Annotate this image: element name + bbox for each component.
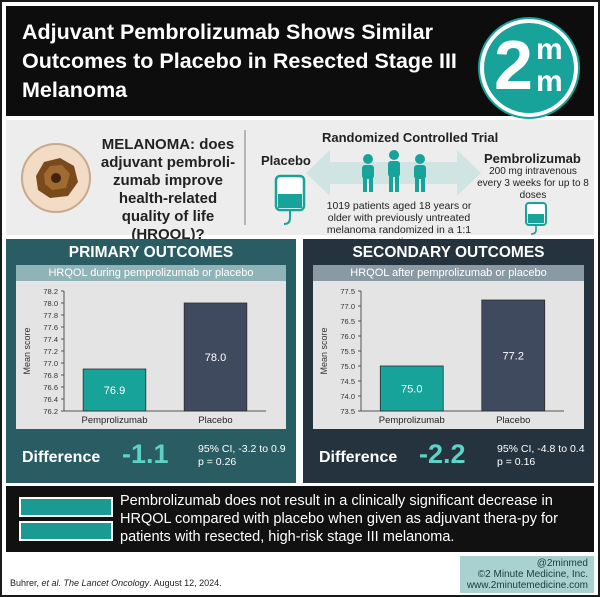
row-divider bbox=[244, 130, 246, 225]
secondary-outcomes-title: SECONDARY OUTCOMES bbox=[352, 244, 545, 261]
trial-title: Randomized Controlled Trial bbox=[322, 130, 499, 145]
question-row: MELANOMA: does adjuvant pembroli-zumab i… bbox=[6, 120, 594, 248]
logo-two: 2 bbox=[494, 26, 533, 104]
footer-url[interactable]: www.2minutemedicine.com bbox=[466, 580, 588, 591]
melanoma-lesion-icon bbox=[21, 143, 91, 213]
secondary-bar bbox=[379, 365, 444, 412]
secondary-ci-range: 95% CI, -4.8 to 0.4 bbox=[497, 443, 585, 455]
primary-difference-row: Difference -1.1 95% CI, -3.2 to 0.9 p = … bbox=[6, 431, 296, 483]
secondary-y-tick-label: 77.0 bbox=[340, 302, 355, 311]
citation-journal: et al. The Lancet Oncology bbox=[41, 578, 150, 588]
secondary-y-tick-label: 73.5 bbox=[340, 407, 355, 416]
secondary-chart-area: 73.5 74.0 74.5 75.0 75.5 76.0 76.5 77.0 77.5 Mean… bbox=[313, 281, 584, 429]
primary-outcomes-panel: PRIMARY OUTCOMES HRQOL during pemprolizu… bbox=[6, 239, 296, 483]
study-question: MELANOMA: does adjuvant pembroli-zumab i… bbox=[98, 136, 238, 244]
secondary-y-axis-label: Mean score bbox=[319, 327, 329, 374]
primary-y-tick-label: 77.2 bbox=[43, 347, 58, 356]
pembrolizumab-dosing: 200 mg intravenous every 3 weeks for up … bbox=[477, 166, 589, 201]
secondary-y-tick-label: 74.0 bbox=[340, 392, 355, 401]
primary-outcomes-title: PRIMARY OUTCOMES bbox=[68, 244, 234, 261]
iv-bag-icon bbox=[274, 174, 306, 225]
primary-y-tick-label: 76.2 bbox=[43, 407, 58, 416]
primary-bar bbox=[82, 368, 147, 412]
secondary-bar-value-label: 75.0 bbox=[401, 384, 422, 396]
secondary-y-tick-label: 77.5 bbox=[340, 287, 355, 296]
primary-y-tick-label: 78.0 bbox=[43, 299, 58, 308]
primary-chart-area: 76.2 76.4 76.6 76.8 77.0 77.2 77.4 77.6 77.8 78.0… bbox=[16, 281, 286, 429]
summary-bars-icon bbox=[19, 497, 113, 541]
conclusion-text: Pembrolizumab does not result in a clini… bbox=[120, 493, 558, 545]
conclusion-band: Pembrolizumab does not result in a clini… bbox=[6, 486, 594, 552]
primary-difference-label: Difference bbox=[22, 449, 101, 466]
secondary-category-label: Pemprolizumab bbox=[379, 415, 445, 426]
primary-bar-chart: 76.2 76.4 76.6 76.8 77.0 77.2 77.4 77.6 77.8 78.0… bbox=[22, 287, 266, 426]
primary-difference-value: -1.1 bbox=[122, 439, 169, 469]
primary-y-tick-label: 77.6 bbox=[43, 323, 58, 332]
secondary-bar bbox=[481, 299, 546, 412]
citation-authors: Buhrer, bbox=[10, 578, 42, 588]
secondary-bar-chart: 73.5 74.0 74.5 75.0 75.5 76.0 76.5 77.0 77.5 Mean… bbox=[319, 287, 564, 426]
secondary-difference-value: -2.2 bbox=[419, 439, 466, 469]
primary-y-tick-label: 76.4 bbox=[43, 395, 58, 404]
primary-y-tick-label: 77.4 bbox=[43, 335, 58, 344]
secondary-category-label: Placebo bbox=[496, 415, 530, 426]
primary-y-tick-label: 78.2 bbox=[43, 287, 58, 296]
secondary-p-value: p = 0.16 bbox=[497, 456, 536, 468]
logo: 2 m m bbox=[480, 19, 578, 117]
placebo-arm-label: Placebo bbox=[261, 153, 311, 168]
footer-box: @2minmed ©2 Minute Medicine, Inc. www.2m… bbox=[460, 556, 594, 593]
primary-category-label: Pemprolizumab bbox=[82, 415, 148, 426]
title-band: Adjuvant Pembrolizumab Shows Similar Out… bbox=[6, 6, 594, 116]
page-title: Adjuvant Pembrolizumab Shows Similar Out… bbox=[22, 20, 457, 102]
secondary-outcomes-subtitle: HRQOL after pemprolizumab or placebo bbox=[313, 265, 584, 281]
secondary-y-tick-label: 75.5 bbox=[340, 347, 355, 356]
primary-outcomes-subtitle: HRQOL during pemprolizumab or placebo bbox=[16, 265, 286, 281]
primary-bar-value-label: 76.9 bbox=[104, 385, 125, 397]
primary-y-tick-label: 77.8 bbox=[43, 311, 58, 320]
question-body: does adjuvant pembroli-zumab improve hea… bbox=[100, 136, 236, 243]
footer-handle[interactable]: @2minmed bbox=[536, 558, 588, 569]
footer-copyright: ©2 Minute Medicine, Inc. bbox=[477, 569, 588, 580]
logo-m-bottom: m bbox=[536, 65, 563, 98]
primary-bar-value-label: 78.0 bbox=[205, 352, 226, 364]
secondary-y-tick-label: 74.5 bbox=[340, 377, 355, 386]
primary-y-tick-label: 76.6 bbox=[43, 383, 58, 392]
secondary-difference-row: Difference -2.2 95% CI, -4.8 to 0.4 p = … bbox=[303, 431, 594, 483]
iv-bag-icon bbox=[525, 202, 547, 235]
secondary-y-tick-label: 76.0 bbox=[340, 332, 355, 341]
secondary-outcomes-panel: SECONDARY OUTCOMES HRQOL after pemproliz… bbox=[303, 239, 594, 483]
primary-category-label: Placebo bbox=[198, 415, 232, 426]
citation-date: . August 12, 2024. bbox=[149, 578, 222, 588]
primary-bar bbox=[183, 302, 248, 412]
question-topic: MELANOMA: bbox=[101, 136, 196, 153]
pembrolizumab-arm-label: Pembrolizumab bbox=[484, 151, 581, 166]
logo-m-top: m bbox=[536, 33, 563, 66]
primary-ci: 95% CI, -3.2 to 0.9 p = 0.26 bbox=[198, 443, 286, 469]
double-arrow-icon bbox=[306, 150, 481, 196]
secondary-bar-value-label: 77.2 bbox=[503, 351, 524, 363]
secondary-difference-label: Difference bbox=[319, 449, 398, 466]
primary-y-tick-label: 77.0 bbox=[43, 359, 58, 368]
primary-ci-range: 95% CI, -3.2 to 0.9 bbox=[198, 443, 286, 455]
primary-y-axis-label: Mean score bbox=[22, 327, 32, 374]
primary-p-value: p = 0.26 bbox=[198, 456, 237, 468]
primary-y-tick-label: 76.8 bbox=[43, 371, 58, 380]
citation: Buhrer, et al. The Lancet Oncology. Augu… bbox=[10, 578, 222, 588]
secondary-y-tick-label: 75.0 bbox=[340, 362, 355, 371]
secondary-ci: 95% CI, -4.8 to 0.4 p = 0.16 bbox=[497, 443, 585, 469]
secondary-y-tick-label: 76.5 bbox=[340, 317, 355, 326]
